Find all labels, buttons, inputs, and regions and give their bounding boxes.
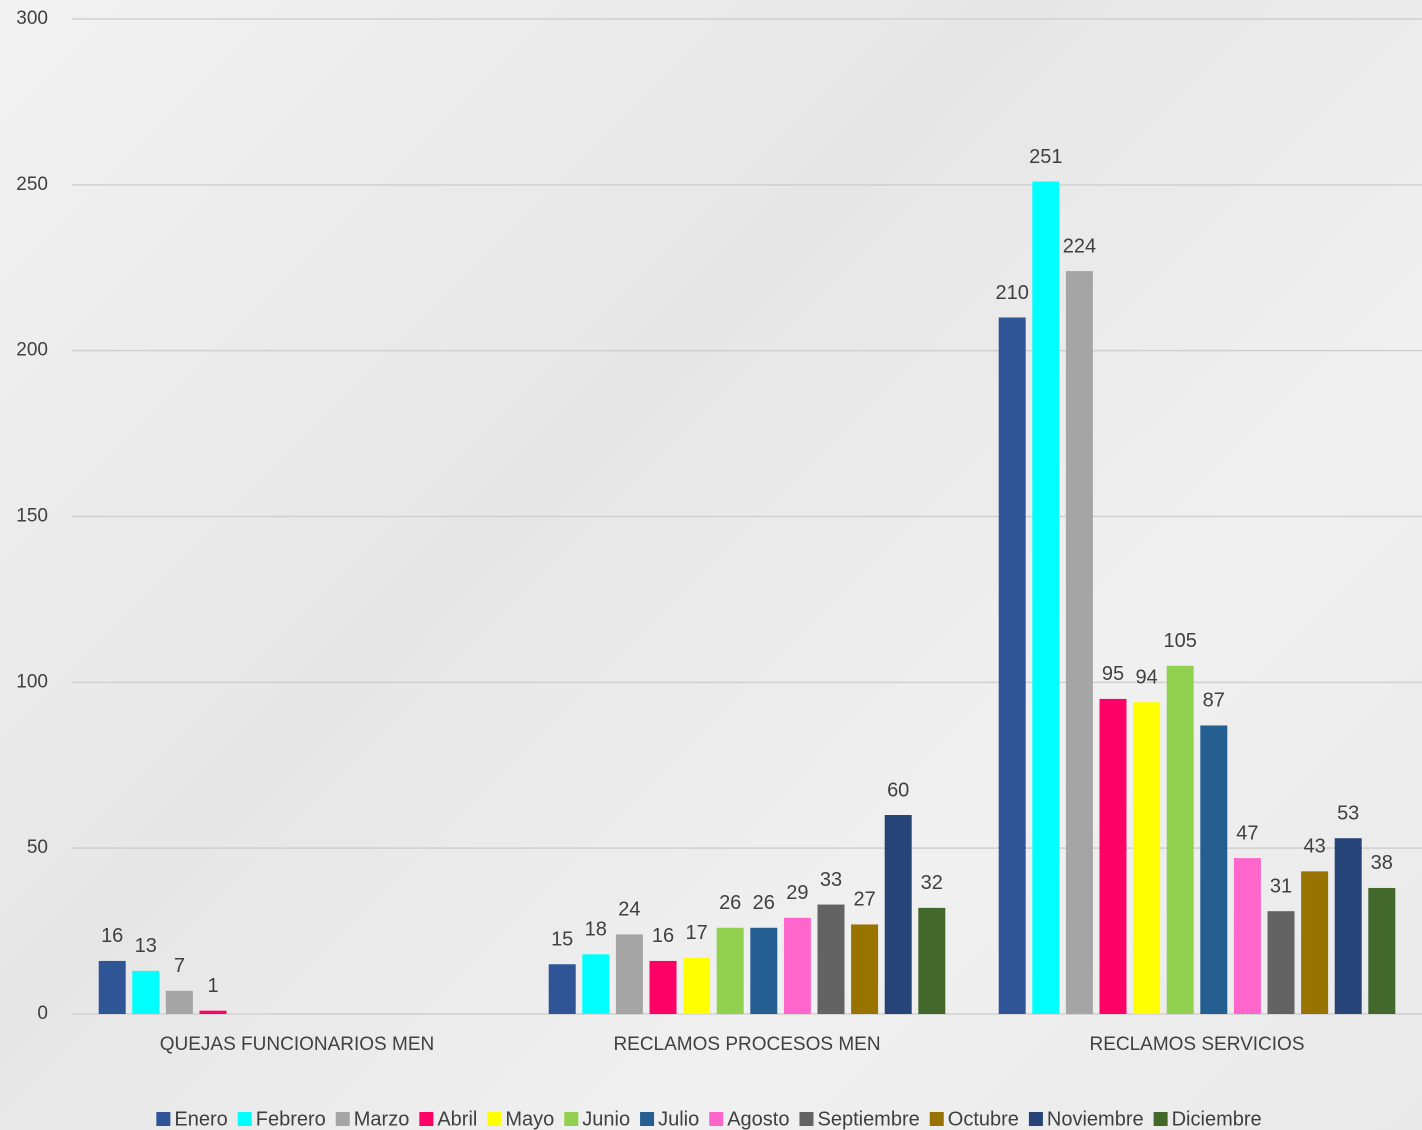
data-label: 47 [1236,822,1258,844]
data-label: 33 [820,869,842,891]
bar [1166,665,1194,1014]
bar [1368,887,1396,1014]
bar [1099,698,1127,1014]
bar [649,960,677,1014]
data-label: 43 [1303,836,1325,858]
x-tick-label: QUEJAS FUNCIONARIOS MEN [160,1034,434,1055]
data-label: 38 [1371,852,1393,874]
data-label: 31 [1270,875,1292,897]
legend-label: Septiembre [817,1108,919,1130]
legend-label: Noviembre [1047,1108,1144,1130]
bar [851,924,879,1014]
legend-swatch [237,1112,252,1126]
bar [165,990,193,1014]
data-label: 13 [135,935,157,957]
legend-swatch [799,1112,814,1126]
bar [817,904,845,1014]
bar [1334,838,1362,1014]
data-label: 26 [719,892,741,914]
bar [199,1010,227,1014]
legend-label: Octubre [948,1108,1019,1130]
data-label: 251 [1029,146,1062,168]
y-tick-label: 50 [27,837,48,858]
bar [1301,871,1329,1014]
y-tick-label: 250 [16,174,48,195]
data-label: 17 [685,922,707,944]
bar [1065,271,1093,1015]
legend-swatch [487,1112,502,1126]
data-label: 29 [786,882,808,904]
data-label: 53 [1337,802,1359,824]
legend-label: Diciembre [1172,1108,1262,1130]
data-label: 87 [1203,690,1225,712]
data-label: 26 [753,892,775,914]
data-label: 1 [207,975,218,997]
legend-swatch [709,1112,724,1126]
legend-label: Junio [582,1108,630,1130]
y-tick-label: 200 [16,340,48,361]
x-tick-label: RECLAMOS SERVICIOS [1089,1034,1304,1055]
bar [783,917,811,1014]
legend-swatch [929,1112,944,1126]
legend-label: Julio [658,1108,699,1130]
bar [98,960,126,1014]
bar [884,815,912,1014]
data-label: 7 [174,955,185,977]
data-label: 94 [1135,667,1157,689]
data-label: 18 [585,919,607,941]
bar [615,934,643,1014]
bar [750,927,778,1014]
data-label: 15 [551,929,573,951]
data-label: 16 [652,925,674,947]
bar [132,970,160,1014]
y-tick-label: 300 [16,8,48,29]
legend-swatch [1028,1112,1043,1126]
y-tick-label: 0 [37,1003,48,1024]
legend-label: Mayo [505,1108,554,1130]
bar [918,907,946,1014]
legend-swatch [564,1112,579,1126]
data-label: 224 [1063,235,1096,257]
data-label: 210 [996,282,1029,304]
x-tick-label: RECLAMOS PROCESOS MEN [613,1034,880,1055]
legend-label: Enero [174,1108,227,1130]
y-tick-label: 150 [16,506,48,527]
bar [716,927,744,1014]
legend-swatch [419,1112,434,1126]
bar [1267,911,1295,1014]
y-tick-label: 100 [16,671,48,692]
legend: Enero Febrero Marzo Abril Mayo Junio Julio Agos… [156,1108,1262,1130]
bar [582,954,610,1014]
bar [998,317,1026,1014]
legend-swatch [156,1112,171,1126]
legend-swatch [335,1112,350,1126]
bar [1233,858,1261,1014]
data-label: 105 [1164,630,1197,652]
data-label: 27 [853,889,875,911]
bar [683,957,711,1014]
legend-swatch [1153,1112,1168,1126]
data-label: 24 [618,899,640,921]
bar [548,964,576,1014]
data-label: 32 [921,872,943,894]
bar [1200,725,1228,1014]
data-label: 60 [887,779,909,801]
legend-label: Abril [437,1108,477,1130]
bar [1133,702,1161,1014]
legend-label: Agosto [727,1108,789,1130]
legend-swatch [640,1112,655,1126]
data-label: 95 [1102,663,1124,685]
legend-label: Marzo [354,1108,410,1130]
data-label: 16 [101,925,123,947]
legend-label: Febrero [256,1108,326,1130]
bar [1032,181,1060,1014]
